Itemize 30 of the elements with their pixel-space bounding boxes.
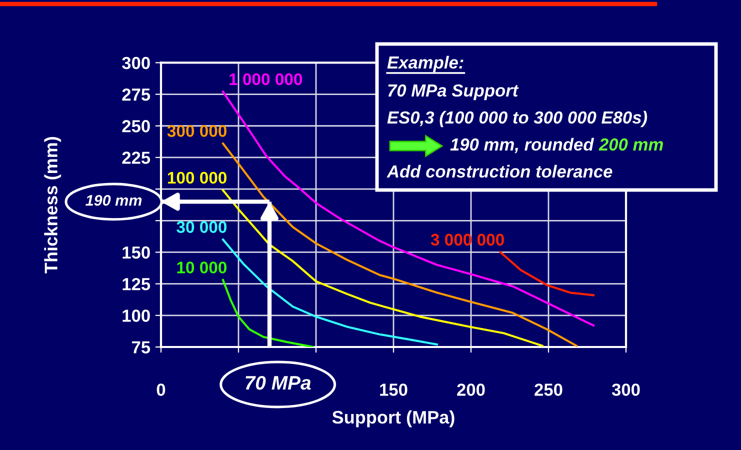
y-tick-label: 100	[122, 310, 150, 322]
y-tick-label: 225	[122, 152, 150, 164]
y-tick-label: 75	[132, 341, 150, 354]
ref-line-label: 70 MPa	[246, 376, 311, 390]
annotation: Add construction tolerance	[386, 164, 612, 178]
y-tick-label: 275	[122, 88, 150, 101]
x-tick-label: 150	[380, 384, 408, 396]
annotation: 200 mm	[598, 138, 663, 151]
series-label: 10 000	[177, 262, 226, 274]
y-tick-label: 150	[122, 246, 150, 259]
series-label: 1 000 000	[230, 73, 302, 86]
x-tick-label: 300	[612, 384, 640, 396]
y-tick-label: 300	[122, 56, 150, 70]
annotation: ES0,3 (100 000 to 300 000 E80s)	[387, 110, 648, 128]
y-axis-title: Thickness (mm)	[44, 137, 62, 274]
y-tick-label: 250	[122, 120, 150, 132]
line-series	[499, 251, 594, 296]
y-tick-label: 125	[122, 278, 150, 290]
series-label: 30 000	[176, 221, 226, 233]
annotation: 190 mm, rounded	[450, 138, 594, 154]
annotation: Example:	[387, 56, 464, 72]
series-label: 100 000	[168, 172, 226, 184]
line-series	[222, 278, 314, 347]
series-label: 300 000	[167, 125, 226, 137]
annotation: 70 MPa Support	[388, 84, 519, 100]
ref-line-label: 190 mm	[86, 194, 142, 206]
x-tick-label: 0	[156, 384, 166, 396]
x-tick-label: 250	[534, 384, 562, 396]
x-tick-label: 200	[457, 384, 485, 396]
x-axis-title: Support (MPa)	[332, 410, 454, 428]
